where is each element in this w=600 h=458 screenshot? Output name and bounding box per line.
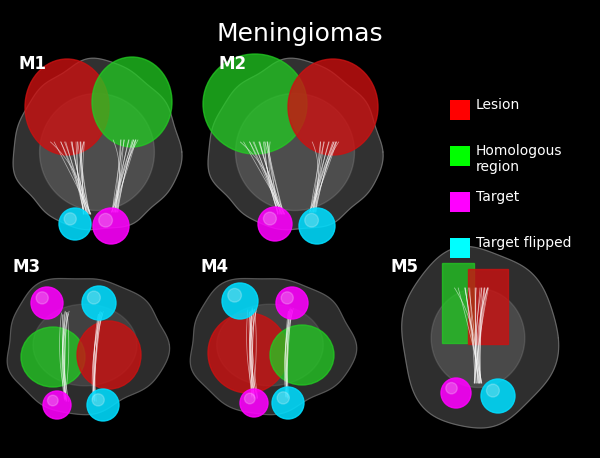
Circle shape <box>446 382 457 394</box>
Circle shape <box>82 286 116 320</box>
FancyBboxPatch shape <box>450 100 470 120</box>
Ellipse shape <box>270 325 334 385</box>
Polygon shape <box>40 93 154 211</box>
Circle shape <box>31 287 63 319</box>
Circle shape <box>276 287 308 319</box>
Circle shape <box>258 207 292 241</box>
Text: Meningiomas: Meningiomas <box>217 22 383 46</box>
FancyBboxPatch shape <box>450 192 470 212</box>
Circle shape <box>228 289 241 302</box>
Circle shape <box>263 212 277 225</box>
Circle shape <box>87 389 119 421</box>
Circle shape <box>43 391 71 419</box>
Ellipse shape <box>21 327 85 387</box>
Bar <box>468 268 508 344</box>
Circle shape <box>47 395 58 406</box>
Circle shape <box>99 213 112 227</box>
Circle shape <box>222 283 258 319</box>
Ellipse shape <box>208 313 288 393</box>
Circle shape <box>93 208 129 244</box>
Text: Target flipped: Target flipped <box>476 236 571 250</box>
Ellipse shape <box>288 59 378 155</box>
Text: Target: Target <box>476 190 519 204</box>
Polygon shape <box>13 58 182 230</box>
Polygon shape <box>431 289 525 387</box>
Ellipse shape <box>203 54 307 154</box>
Polygon shape <box>190 278 357 414</box>
Circle shape <box>272 387 304 419</box>
Circle shape <box>305 213 319 227</box>
Text: M4: M4 <box>200 258 228 276</box>
Polygon shape <box>402 246 559 428</box>
FancyBboxPatch shape <box>450 146 470 166</box>
Text: M3: M3 <box>12 258 40 276</box>
Circle shape <box>244 393 255 404</box>
Bar <box>442 263 474 343</box>
Circle shape <box>441 378 471 408</box>
Text: M1: M1 <box>18 55 46 73</box>
Polygon shape <box>236 93 355 211</box>
Ellipse shape <box>25 59 109 155</box>
Circle shape <box>36 292 48 304</box>
Text: Homologous
region: Homologous region <box>476 144 563 174</box>
Polygon shape <box>33 304 137 386</box>
Circle shape <box>281 292 293 304</box>
Circle shape <box>88 291 100 304</box>
Circle shape <box>92 394 104 406</box>
Circle shape <box>277 392 289 404</box>
Ellipse shape <box>77 321 141 389</box>
Circle shape <box>64 213 76 225</box>
FancyBboxPatch shape <box>450 238 470 258</box>
Ellipse shape <box>92 57 172 147</box>
Polygon shape <box>208 58 383 230</box>
Circle shape <box>487 384 499 397</box>
Circle shape <box>299 208 335 244</box>
Circle shape <box>59 208 91 240</box>
Circle shape <box>240 389 268 417</box>
Text: Lesion: Lesion <box>476 98 520 112</box>
Text: M5: M5 <box>390 258 418 276</box>
Circle shape <box>481 379 515 413</box>
Text: M2: M2 <box>218 55 246 73</box>
Polygon shape <box>217 304 323 386</box>
Polygon shape <box>7 278 170 414</box>
